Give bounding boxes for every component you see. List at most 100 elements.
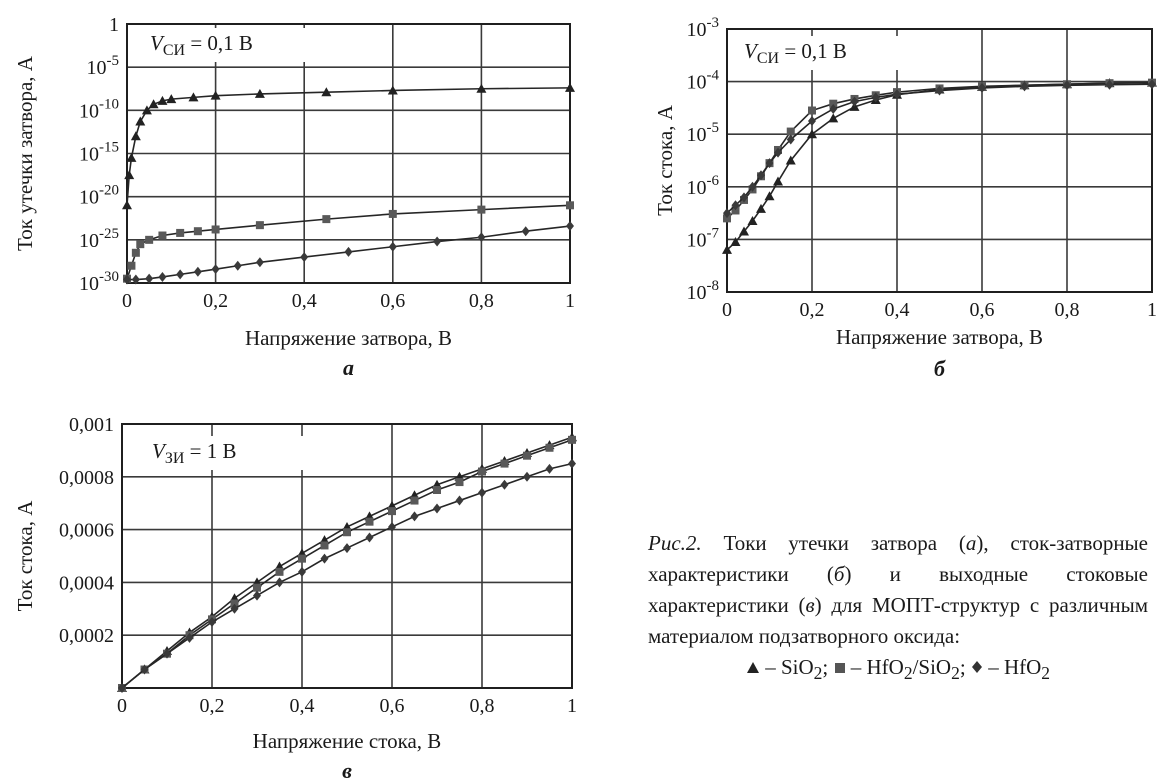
annotation-background [734,36,904,70]
x-axis-label: Напряжение стока, В [253,729,442,753]
data-point-triangle [130,131,141,141]
x-tick-label: 0,4 [885,299,910,321]
data-point-diamond [388,241,397,252]
data-point-square [731,206,740,215]
data-point-diamond [176,269,185,280]
caption-fig-label: Рис.2. [648,531,702,555]
data-point-diamond [829,103,838,114]
data-point-triangle [188,92,199,102]
data-point-diamond [185,632,194,643]
data-point-diamond [523,471,531,482]
data-point-diamond [433,236,442,247]
series-line [726,81,1153,251]
data-point-square [388,209,397,218]
panel-letter: в [342,758,352,782]
data-point-diamond [757,170,765,181]
data-point-square [477,205,486,214]
data-point-diamond [233,260,242,271]
data-point-square [723,214,731,223]
data-point-diamond [1105,79,1114,90]
data-point-diamond [765,158,774,169]
data-point-square [523,451,531,460]
figure-caption: Рис.2. Токи утечки затвора (а), сток-зат… [648,528,1148,689]
x-tick-label: 0,2 [203,290,228,312]
legend-item-sio2: – SiO2; [746,655,834,683]
data-point-diamond [163,648,171,659]
data-point-diamond [388,521,396,532]
caption-ref-v: в [805,593,815,617]
data-point-triangle [141,105,152,115]
caption-text-2: ), сток-затворные характеристики ( [648,531,1148,586]
data-point-square [343,528,351,537]
data-point-diamond [808,116,816,127]
caption-text-4: ) для МОПТ-структур с различным материал… [648,593,1148,648]
y-tick-label: 10-30 [79,269,119,295]
series-line [121,462,573,689]
y-tick-label: 10-8 [687,278,720,304]
x-tick-label: 0,4 [292,290,317,312]
data-point-square [193,227,202,236]
series-line [726,81,1153,219]
data-point-triangle [756,203,766,213]
y-tick-label: 10-20 [79,183,119,209]
x-tick-label: 0,8 [1055,299,1080,321]
data-point-diamond [478,487,486,498]
data-point-triangle [722,244,732,254]
chart-b: 0 0,2 0,4 0,6 0,8 1 10-3 10-4 10-5 10-6 10-7 10-8 На… [653,15,1157,381]
series-square [723,78,1156,223]
data-point-triangle [730,237,741,247]
data-point-diamond [1148,79,1156,90]
y-axis-label: Ток стока, А [653,104,677,216]
data-point-square [145,235,154,244]
data-point-square [255,221,264,230]
y-tick-label: 0,0006 [59,520,114,542]
caption-ref-b: б [833,562,845,586]
data-point-diamond [131,274,140,285]
data-point-diamond [455,495,464,506]
y-tick-label: 10-3 [687,15,720,41]
data-point-square [320,541,329,550]
data-point-diamond [935,85,944,96]
x-tick-label: 1 [565,290,575,312]
data-point-diamond [723,208,731,219]
data-point-square [322,215,331,224]
data-point-square [808,106,816,115]
data-point-diamond [433,503,441,514]
data-point-square [786,127,795,136]
series-triangle [722,77,1157,254]
data-point-diamond [786,134,795,145]
data-point-square [127,261,136,270]
data-point-diamond [545,463,554,474]
y-tick-label: 10-7 [687,225,720,251]
data-point-diamond [978,82,986,93]
data-point-diamond [410,511,419,522]
data-point-triangle [126,152,137,162]
x-tick-label: 1 [1147,299,1157,321]
data-point-diamond [253,590,261,601]
data-point-square [545,443,554,452]
data-point-triangle [739,226,749,236]
caption-ref-a: а [965,531,977,555]
data-point-diamond [343,543,351,554]
data-point-diamond [300,252,309,263]
legend-item-hfo2: – HfO2 [971,655,1050,683]
data-point-diamond [140,664,149,675]
data-point-square [136,240,145,249]
condition-annotation: VЗИ = 1 В [152,439,237,467]
data-point-diamond [1020,81,1029,92]
data-point-square [478,467,486,476]
data-point-diamond [123,274,131,285]
data-point-diamond [211,264,220,275]
x-tick-label: 0,8 [469,290,494,312]
x-axis-label: Напряжение затвора, В [245,326,452,350]
data-point-triangle [122,200,132,210]
y-tick-label: 0,0008 [59,467,114,489]
data-point-triangle [387,85,398,95]
data-point-diamond [566,221,574,232]
data-point-diamond [500,479,509,490]
data-point-diamond [158,271,167,282]
y-tick-label: 10-5 [87,53,120,79]
x-tick-label: 0,4 [290,695,315,717]
data-point-square [365,517,374,526]
